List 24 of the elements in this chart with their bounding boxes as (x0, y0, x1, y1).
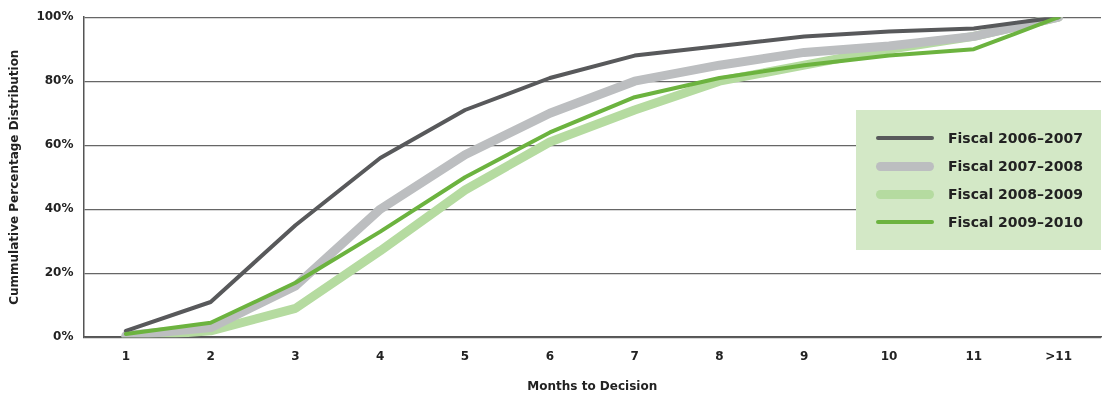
legend-label: Fiscal 2007–2008 (948, 158, 1084, 174)
x-tick-label: 2 (206, 348, 215, 363)
legend-label: Fiscal 2006–2007 (948, 130, 1084, 146)
legend-label: Fiscal 2009–2010 (948, 214, 1084, 230)
y-tick-label: 40% (44, 201, 74, 216)
y-tick-label: 100% (36, 9, 74, 24)
x-tick-label: 11 (965, 348, 983, 363)
x-tick-label: 6 (545, 348, 555, 363)
x-tick-label: 8 (715, 348, 724, 363)
x-tick-label: 7 (630, 348, 639, 363)
y-tick-label: 0% (53, 329, 74, 344)
x-tick-label: 9 (800, 348, 809, 363)
legend-label: Fiscal 2008–2009 (948, 186, 1084, 202)
y-tick-label: 80% (44, 73, 74, 88)
x-axis-title: Months to Decision (527, 378, 658, 393)
y-tick-label: 60% (44, 137, 74, 152)
y-axis-title: Cummulative Percentage Distribution (7, 49, 22, 305)
y-tick-label: 20% (44, 265, 74, 280)
x-tick-label: 10 (880, 348, 898, 363)
x-tick-label: >11 (1045, 348, 1072, 363)
x-tick-label: 3 (291, 348, 300, 363)
x-tick-label: 5 (460, 348, 470, 363)
x-tick-label: 1 (121, 348, 131, 363)
x-tick-label: 4 (376, 348, 385, 363)
